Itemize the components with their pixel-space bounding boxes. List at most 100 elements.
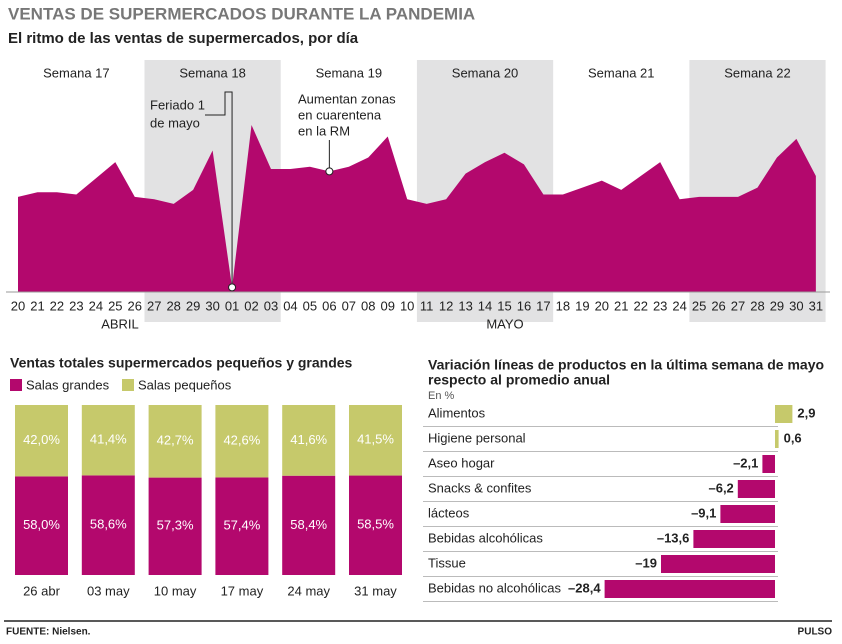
month-label: ABRIL [101,316,139,331]
x-tick-label: 28 [166,298,180,313]
area [18,124,816,293]
x-tick-label: 07 [342,298,356,313]
month-label: MAYO [486,316,523,331]
x-tick-label: 03 [264,298,278,313]
chart-title: respecto al promedio anual [428,372,610,388]
x-tick-label: 04 [283,298,297,313]
annotation-point [325,167,334,176]
bar [661,555,775,573]
data-label: –19 [635,555,657,570]
x-tick-label: 24 [672,298,686,313]
brand: PULSO [798,627,833,638]
bar [775,430,779,448]
bar-segment [148,405,202,478]
x-tick-label: 05 [303,298,317,313]
x-tick-label: 29 [186,298,200,313]
data-label: 57,4% [223,518,260,533]
annotation-point [228,283,237,292]
x-tick-label: 26 [711,298,725,313]
x-tick-label: 02 [244,298,258,313]
x-tick-label: 27 [731,298,745,313]
data-label: 58,4% [290,517,327,532]
data-label: 42,0% [23,432,60,447]
x-tick-label: 22 [633,298,647,313]
x-tick-label: 25 [692,298,706,313]
chart-title: Ventas totales supermercados pequeños y … [10,355,353,371]
bar [720,505,775,523]
annotation: en cuarentena [298,107,382,122]
x-tick-label: 11 [420,298,434,313]
x-tick-label: 17 may [221,583,264,598]
chart-title: El ritmo de las ventas de supermercados,… [8,30,359,47]
bar-segment [349,405,402,476]
x-tick-label: 24 may [287,583,330,598]
x-tick-label: 30 [789,298,803,313]
week-label: Semana 18 [179,65,246,80]
x-tick-label: 21 [614,298,628,313]
x-tick-label: 14 [478,298,492,313]
x-tick-label: 23 [69,298,83,313]
x-tick-label: 26 [128,298,142,313]
data-label: –13,6 [657,530,690,545]
x-tick-label: 16 [517,298,531,313]
x-tick-label: 10 may [154,583,197,598]
x-tick-label: 17 [536,298,550,313]
category-label: Tissue [428,555,466,570]
x-tick-label: 27 [147,298,161,313]
data-label: 42,6% [223,433,260,448]
data-label: 57,3% [157,518,194,533]
x-tick-label: 21 [30,298,44,313]
x-tick-label: 12 [439,298,453,313]
week-label: Semana 21 [588,65,655,80]
bar [604,580,775,598]
x-tick-label: 15 [497,298,511,313]
x-tick-label: 26 abr [23,583,61,598]
category-label: Snacks & confites [428,480,532,495]
source: FUENTE: Nielsen. [6,627,91,638]
bar-segment [349,475,402,575]
x-tick-label: 06 [322,298,336,313]
data-label: 42,7% [157,433,194,448]
data-label: –2,1 [733,455,758,470]
bar-segment [148,477,202,575]
x-tick-label: 13 [458,298,472,313]
bar [762,455,775,473]
annotation: Aumentan zonas [298,91,396,106]
data-label: 41,6% [290,432,327,447]
x-tick-label: 30 [205,298,219,313]
x-tick-label: 29 [770,298,784,313]
bar-segment [215,405,269,478]
data-label: 2,9 [797,405,815,420]
data-label: 41,4% [90,432,127,447]
x-tick-label: 09 [381,298,395,313]
annotation: de mayo [150,115,200,130]
category-label: Bebidas no alcohólicas [428,580,561,595]
x-tick-label: 22 [50,298,64,313]
bar [737,480,775,498]
week-label: Semana 22 [724,65,791,80]
annotation: Feriado 1 [150,97,205,112]
bar-segment [81,405,135,476]
x-tick-label: 01 [225,298,239,313]
bar [693,530,775,548]
week-label: Semana 20 [452,65,519,80]
week-label: Semana 19 [316,65,383,80]
annotation: en la RM [298,123,350,138]
category-label: Higiene personal [428,430,526,445]
x-tick-label: 23 [653,298,667,313]
week-label: Semana 17 [43,65,110,80]
chart-title: Variación líneas de productos en la últi… [428,357,824,373]
bar-segment [15,476,68,575]
category-label: Alimentos [428,405,486,420]
x-tick-label: 19 [575,298,589,313]
data-label: –9,1 [691,505,716,520]
data-label: 41,5% [357,432,394,447]
data-label: 0,6 [784,430,802,445]
x-tick-label: 20 [11,298,25,313]
data-label: –6,2 [708,480,733,495]
x-tick-label: 24 [89,298,103,313]
x-tick-label: 25 [108,298,122,313]
category-label: Bebidas alcohólicas [428,530,543,545]
x-tick-label: 10 [400,298,414,313]
